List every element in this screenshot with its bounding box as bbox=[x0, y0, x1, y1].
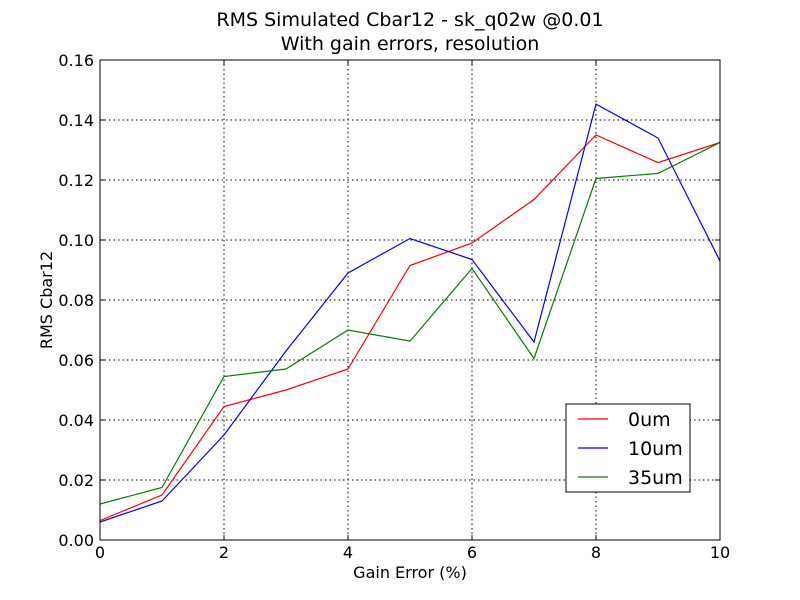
y-tick-label: 0.10 bbox=[58, 231, 94, 250]
x-tick-label: 4 bbox=[343, 543, 353, 562]
series-lines bbox=[99, 103, 721, 523]
y-tick-label: 0.04 bbox=[58, 411, 94, 430]
y-axis-label: RMS Cbar12 bbox=[37, 251, 56, 349]
legend-label: 35um bbox=[628, 467, 683, 489]
series-line-10um bbox=[99, 103, 721, 523]
legend: 0um 10um 35um bbox=[565, 403, 691, 493]
y-tick-label: 0.02 bbox=[58, 471, 94, 490]
chart-title: RMS Simulated Cbar12 - sk_q02w @0.01 bbox=[216, 9, 603, 31]
x-tick-label: 0 bbox=[95, 543, 105, 562]
plot-frame bbox=[99, 59, 721, 541]
x-axis-label: Gain Error (%) bbox=[353, 563, 467, 582]
y-tick-label: 0.06 bbox=[58, 351, 94, 370]
y-tick-label: 0.08 bbox=[58, 291, 94, 310]
x-tick-label: 6 bbox=[467, 543, 477, 562]
y-tick-label: 0.12 bbox=[58, 171, 94, 190]
y-tick-label: 0.00 bbox=[58, 531, 94, 550]
tick-labels: 0 2 4 6 8 10 0.00 0.02 0.04 0.06 0.08 0.10 0.12 0.14 0… bbox=[58, 51, 730, 562]
series-line-0um bbox=[99, 134, 721, 522]
grid-lines bbox=[100, 60, 720, 540]
legend-label: 0um bbox=[628, 409, 671, 431]
x-tick-label: 2 bbox=[219, 543, 229, 562]
y-tick-label: 0.14 bbox=[58, 111, 94, 130]
legend-label: 10um bbox=[628, 438, 683, 460]
chart-subtitle: With gain errors, resolution bbox=[281, 33, 540, 55]
x-tick-label: 10 bbox=[710, 543, 730, 562]
x-tick-label: 8 bbox=[591, 543, 601, 562]
y-tick-label: 0.16 bbox=[58, 51, 94, 70]
series-line-35um bbox=[99, 141, 721, 505]
